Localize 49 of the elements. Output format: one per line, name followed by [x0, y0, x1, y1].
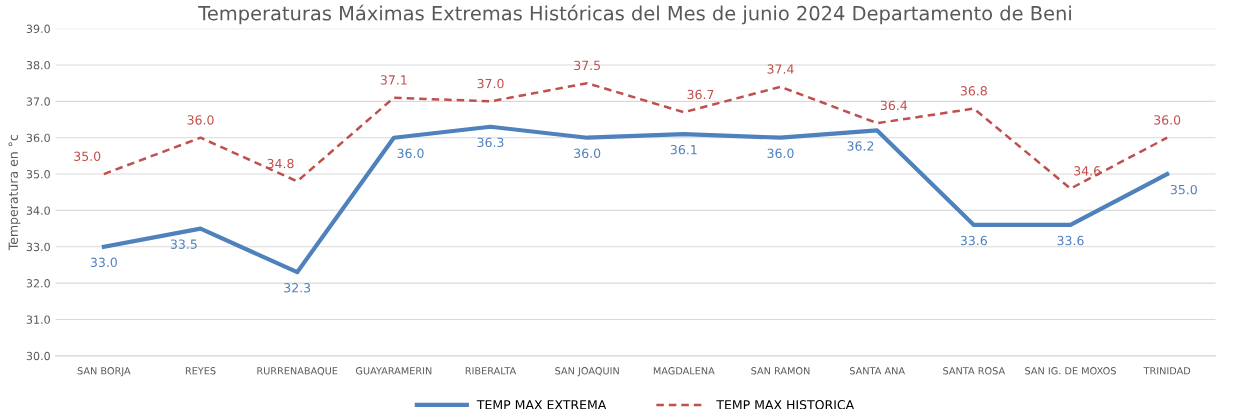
y-tick-label: 38.0: [26, 60, 50, 70]
data-label: 36.8: [960, 86, 987, 96]
x-tick-label: GUAYARAMERIN: [355, 367, 432, 375]
chart-title: Temperaturas Máximas Extremas Históricas del Mes de junio 2024 Departamento de Beni: [198, 4, 1071, 25]
x-tick-label: SANTA ANA: [849, 367, 905, 375]
data-label: 36.1: [670, 144, 697, 155]
data-label: 37.0: [477, 78, 504, 89]
data-label: 37.4: [767, 64, 794, 74]
y-tick-label: 34.0: [26, 206, 50, 215]
legend-label: TEMP MAX EXTREMA: [476, 400, 607, 409]
x-tick-label: TRINIDAD: [1143, 367, 1191, 375]
x-tick-label: REYES: [185, 367, 216, 375]
data-label: 36.0: [187, 115, 214, 125]
y-tick-label: 36.0: [26, 133, 50, 143]
data-label: 34.8: [267, 158, 294, 169]
x-tick-label: SAN IG. DE MOXOS: [1025, 367, 1116, 375]
data-label: 33.6: [1057, 235, 1084, 246]
data-label: 36.0: [1154, 115, 1181, 125]
y-tick-label: 39.0: [26, 24, 50, 34]
y-tick-label: 31.0: [26, 315, 50, 324]
data-label: 36.4: [880, 100, 908, 111]
data-label: 33.5: [170, 239, 197, 249]
legend-label: TEMP MAX HISTORICA: [716, 400, 855, 409]
y-tick-label: 35.0: [26, 170, 50, 179]
y-tick-label: 33.0: [26, 242, 50, 252]
x-tick-label: SAN BORJA: [77, 367, 131, 377]
data-label: 37.1: [380, 75, 407, 85]
data-label: 36.7: [687, 89, 714, 100]
data-label: 32.3: [284, 283, 311, 293]
data-label: 36.0: [574, 148, 601, 158]
x-tick-label: RURRENABAQUE: [257, 367, 338, 376]
data-label: 36.2: [847, 141, 874, 151]
y-axis-title: Temperatura en °c: [8, 134, 21, 251]
x-tick-label: SAN JOAQUIN: [555, 367, 619, 377]
data-label: 36.3: [477, 137, 504, 148]
data-label: 33.6: [960, 235, 987, 246]
data-label: 36.0: [397, 148, 424, 158]
x-tick-label: MAGDALENA: [653, 367, 715, 375]
x-tick-label: RIBERALTA: [465, 367, 517, 375]
data-label: 35.0: [1170, 184, 1197, 195]
x-tick-label: SAN RAMON: [751, 367, 810, 375]
data-label: 36.0: [767, 148, 794, 158]
y-tick-label: 30.0: [26, 351, 50, 361]
y-tick-label: 32.0: [26, 279, 50, 288]
x-tick-label: SANTA ROSA: [943, 367, 1006, 375]
data-label: 37.5: [574, 60, 600, 71]
data-label: 35.0: [74, 151, 101, 162]
y-tick-label: 37.0: [26, 97, 50, 106]
data-label: 33.0: [90, 257, 117, 268]
